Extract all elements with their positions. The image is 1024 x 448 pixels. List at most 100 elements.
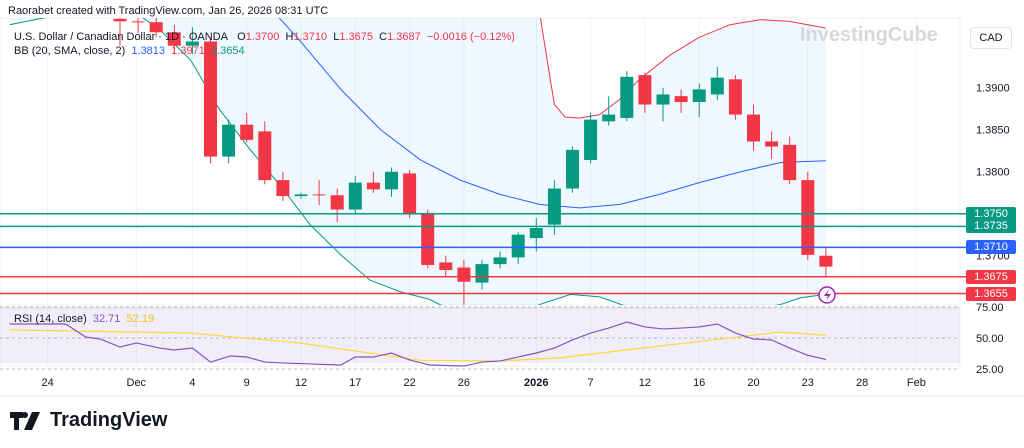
candle-body[interactable] bbox=[692, 89, 706, 102]
symbol-legend: U.S. Dollar / Canadian Dollar · 1D · OAN… bbox=[14, 31, 515, 43]
price-tick: 1.3900 bbox=[976, 83, 1010, 95]
change-value: −0.0016 (−0.12%) bbox=[426, 31, 515, 43]
price-tick: 1.3800 bbox=[976, 167, 1010, 179]
bb-middle-line bbox=[278, 18, 826, 209]
price-tick: 1.3850 bbox=[976, 125, 1010, 137]
candle-body[interactable] bbox=[385, 171, 398, 190]
candle-body[interactable] bbox=[819, 255, 833, 267]
close-value: 1.3687 bbox=[387, 31, 421, 43]
bb-lower-value: 1.3654 bbox=[210, 45, 245, 57]
candle-body[interactable] bbox=[185, 41, 199, 46]
candle-body[interactable] bbox=[258, 131, 272, 181]
low-value: 1.3675 bbox=[339, 31, 373, 43]
price-label-1.3675: 1.3675 bbox=[966, 269, 1016, 284]
symbol-name[interactable]: U.S. Dollar / Canadian Dollar · 1D · OAN… bbox=[14, 31, 228, 43]
tradingview-logo: TradingView bbox=[10, 409, 167, 432]
x-tick: 23 bbox=[802, 377, 814, 389]
candle-body[interactable] bbox=[765, 141, 779, 147]
candle-body[interactable] bbox=[421, 212, 435, 265]
candle-body[interactable] bbox=[222, 124, 236, 157]
candle-body[interactable] bbox=[330, 195, 344, 210]
rsi-ma-value: 52.19 bbox=[126, 313, 155, 325]
candle-body[interactable] bbox=[312, 194, 326, 196]
candle-body[interactable] bbox=[366, 182, 380, 190]
x-tick: 24 bbox=[41, 377, 53, 389]
close-label: C bbox=[379, 31, 388, 43]
x-tick: Dec bbox=[127, 377, 147, 389]
rsi-tick: 75.00 bbox=[976, 302, 1004, 314]
candle-body[interactable] bbox=[801, 180, 815, 255]
x-tick: 12 bbox=[639, 377, 651, 389]
candle-body[interactable] bbox=[728, 79, 742, 115]
high-value: 1.3710 bbox=[293, 31, 328, 43]
x-tick: 28 bbox=[856, 377, 868, 389]
logo-text: TradingView bbox=[50, 409, 168, 431]
candle-body[interactable] bbox=[113, 18, 127, 22]
price-label-1.3655: 1.3655 bbox=[966, 286, 1016, 301]
bb-upper-value: 1.3971 bbox=[171, 45, 205, 57]
candle-body[interactable] bbox=[638, 75, 652, 105]
bb-label[interactable]: BB (20, SMA, close, 2) bbox=[14, 45, 126, 57]
x-tick: 12 bbox=[295, 377, 307, 389]
bb-mid-value: 1.3813 bbox=[131, 45, 166, 57]
candle-body[interactable] bbox=[747, 114, 760, 142]
x-tick: 16 bbox=[693, 377, 705, 389]
bb-legend: BB (20, SMA, close, 2) 1.3813 1.3971 1.3… bbox=[14, 45, 245, 57]
candle-body[interactable] bbox=[131, 21, 145, 23]
rsi-tick: 25.00 bbox=[976, 364, 1004, 376]
candle-body[interactable] bbox=[475, 264, 489, 283]
candle-body[interactable] bbox=[403, 173, 417, 215]
x-tick: 7 bbox=[588, 377, 594, 389]
candle-body[interactable] bbox=[710, 77, 724, 95]
candle-body[interactable] bbox=[240, 124, 254, 140]
x-tick: Feb bbox=[907, 377, 926, 389]
candle-body[interactable] bbox=[674, 96, 688, 102]
open-value: 1.3700 bbox=[245, 31, 280, 43]
candle-body[interactable] bbox=[547, 188, 561, 225]
credit-line: Raorabet created with TradingView.com, J… bbox=[8, 5, 329, 17]
candle-body[interactable] bbox=[656, 94, 670, 105]
price-label-1.3735: 1.3735 bbox=[966, 219, 1016, 234]
rsi-band bbox=[0, 307, 960, 363]
low-label: L bbox=[333, 31, 340, 43]
price-label-1.3750: 1.3750 bbox=[966, 206, 1016, 221]
candle-body[interactable] bbox=[584, 119, 598, 160]
rsi-value: 32.71 bbox=[92, 313, 121, 325]
lightning-glyph bbox=[824, 289, 831, 301]
high-label: H bbox=[285, 31, 294, 43]
rsi-legend: RSI (14, close) 32.71 52.19 bbox=[14, 313, 154, 325]
candle-body[interactable] bbox=[602, 114, 616, 122]
candle-body[interactable] bbox=[294, 194, 308, 197]
candle-body[interactable] bbox=[204, 41, 217, 157]
x-tick: 22 bbox=[403, 377, 415, 389]
bb-upper-line bbox=[539, 18, 826, 119]
candle-body[interactable] bbox=[783, 144, 797, 181]
open-label: O bbox=[237, 31, 246, 43]
x-tick: 20 bbox=[747, 377, 759, 389]
candle-body[interactable] bbox=[511, 234, 525, 258]
x-tick: 9 bbox=[244, 377, 250, 389]
x-tick: 26 bbox=[458, 377, 470, 389]
rsi-tick: 50.00 bbox=[976, 333, 1004, 345]
x-tick: 4 bbox=[189, 377, 195, 389]
investingcube-watermark: InvestingCube bbox=[800, 24, 938, 46]
candle-body[interactable] bbox=[167, 32, 181, 46]
candle-body[interactable] bbox=[457, 267, 471, 282]
candle-body[interactable] bbox=[439, 262, 453, 270]
candle-body[interactable] bbox=[493, 257, 507, 265]
x-tick: 17 bbox=[349, 377, 361, 389]
price-label-1.3710: 1.3710 bbox=[966, 240, 1016, 255]
rsi-line bbox=[9, 321, 827, 367]
rsi-pane bbox=[0, 307, 961, 367]
candle-body[interactable] bbox=[149, 22, 163, 33]
candle-body[interactable] bbox=[566, 149, 579, 189]
rsi-label[interactable]: RSI (14, close) bbox=[14, 313, 87, 325]
candle-body[interactable] bbox=[620, 76, 634, 118]
currency-button[interactable]: CAD bbox=[970, 27, 1012, 49]
x-tick: 2026 bbox=[524, 377, 548, 389]
candle-body[interactable] bbox=[529, 228, 543, 239]
tradingview-logo-icon bbox=[10, 411, 40, 430]
candle-body[interactable] bbox=[348, 182, 362, 210]
candle-body[interactable] bbox=[276, 180, 290, 197]
